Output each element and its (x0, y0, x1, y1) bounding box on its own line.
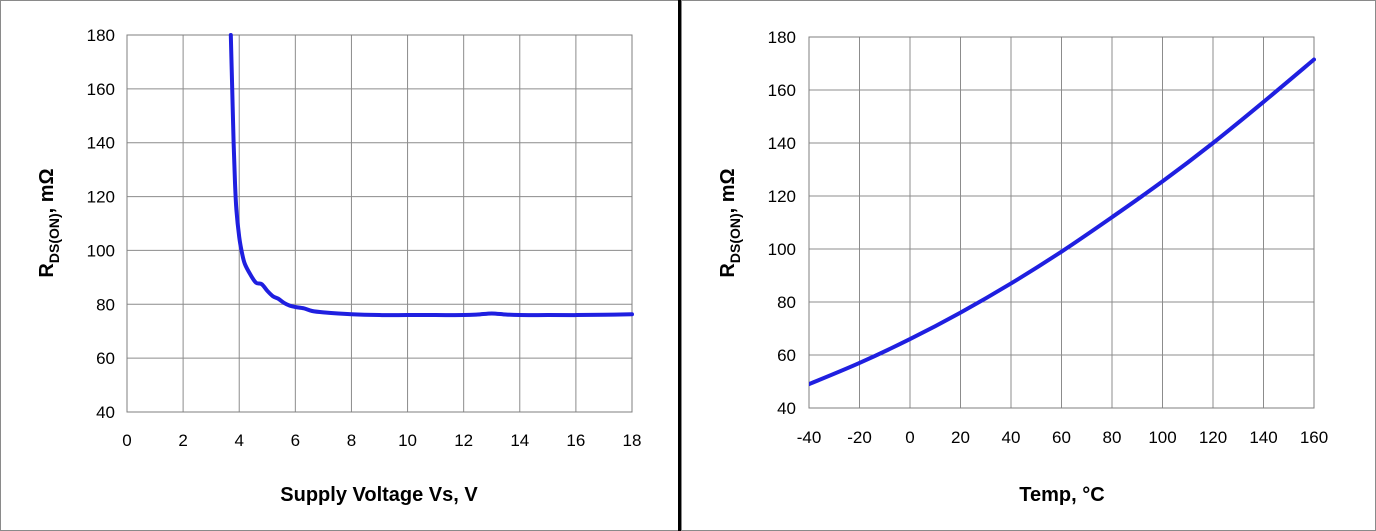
x-tick-label: 14 (510, 431, 529, 450)
y-tick-label: 140 (768, 134, 796, 153)
rdson-vs-temperature-chart: -40 -20 0 20 40 60 80 100 120 140 160 40 60 80 100 120 1… (717, 28, 1328, 506)
x-tick-label: 140 (1249, 428, 1277, 447)
y-tick-label: 60 (96, 349, 115, 368)
y-tick-label: 160 (87, 80, 115, 99)
x-tick-label: 16 (566, 431, 585, 450)
x-tick-label: 18 (623, 431, 642, 450)
y-tick-label: 80 (96, 295, 115, 314)
series-line (228, 33, 634, 318)
x-tick-label: 12 (454, 431, 473, 450)
x-axis-label: Temp, °C (1019, 484, 1104, 506)
y-tick-label: 100 (768, 240, 796, 259)
rdson-vs-supply-voltage-chart: 0 2 4 6 8 10 12 14 16 18 40 60 80 100 120 140 160 180 Supp… (36, 26, 642, 506)
y-tick-label: 160 (768, 81, 796, 100)
x-tick-label: 2 (178, 431, 187, 450)
chart-panel-right: -40 -20 0 20 40 60 80 100 120 140 160 40 60 80 100 120 1… (681, 0, 1376, 531)
plot-frame (808, 36, 1315, 409)
x-tick-label: 4 (234, 431, 243, 450)
x-tick-label: 0 (905, 428, 914, 447)
y-tick-label: 180 (87, 26, 115, 45)
x-tick-label: 8 (347, 431, 356, 450)
panel-divider (678, 0, 681, 531)
x-tick-label: 20 (951, 428, 970, 447)
x-tick-label: 10 (398, 431, 417, 450)
x-tick-label: 160 (1300, 428, 1328, 447)
x-tick-label: 60 (1052, 428, 1071, 447)
series-line (809, 57, 1316, 387)
y-tick-label: 140 (87, 134, 115, 153)
x-tick-label: -20 (847, 428, 872, 447)
y-tick-label: 120 (87, 188, 115, 207)
y-tick-label: 40 (96, 403, 115, 422)
y-axis-label: RDS(ON), mΩ (36, 168, 62, 277)
y-tick-label: 120 (768, 187, 796, 206)
chart-panel-left: 0 2 4 6 8 10 12 14 16 18 40 60 80 100 120 140 160 180 Supp… (0, 0, 680, 531)
y-tick-label: 80 (777, 293, 796, 312)
y-tick-label: 40 (777, 399, 796, 418)
x-tick-label: 100 (1148, 428, 1176, 447)
y-tick-label: 60 (777, 346, 796, 365)
x-tick-label: 0 (122, 431, 131, 450)
x-tick-label: 40 (1002, 428, 1021, 447)
y-tick-label: 100 (87, 241, 115, 260)
y-tick-label: 180 (768, 28, 796, 47)
y-axis-label: RDS(ON), mΩ (717, 168, 743, 277)
x-tick-label: 6 (291, 431, 300, 450)
plot-area (126, 34, 633, 413)
plot-frame (126, 34, 633, 413)
x-tick-label: 120 (1199, 428, 1227, 447)
x-tick-label: 80 (1103, 428, 1122, 447)
x-tick-label: -40 (797, 428, 822, 447)
x-axis-label: Supply Voltage Vs, V (280, 484, 478, 506)
